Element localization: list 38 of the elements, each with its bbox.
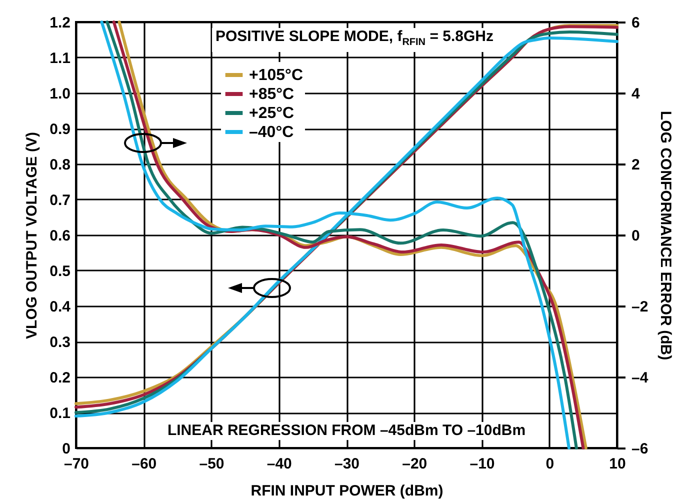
x-tick-label: –10 xyxy=(470,456,495,472)
y-tick-label: 0.5 xyxy=(50,263,70,280)
y2-tick-label: –2 xyxy=(632,298,648,316)
y-tick-label: 1.1 xyxy=(50,50,70,67)
x-tick-label: –50 xyxy=(199,456,224,472)
y-tick-label: 0.1 xyxy=(50,405,70,422)
text: POSITIVE SLOPE MODE, f$_{RFIN}$ = 5.8GHz xyxy=(212,28,498,52)
x-tick-label: 10 xyxy=(609,456,626,472)
legend-label: +105°C xyxy=(249,67,304,84)
y-tick-label: 0.7 xyxy=(50,192,70,209)
x-tick-label: –20 xyxy=(402,456,428,472)
legend-label: +25°C xyxy=(249,105,295,122)
y2-axis-title: LOG CONFORMANCE ERROR (dB) xyxy=(657,110,674,360)
annotation: LINEAR REGRESSION FROM –45dBm TO –10dBm xyxy=(163,422,530,440)
y-tick-label: 0 xyxy=(62,440,70,458)
y-axis-title: VLOG OUTPUT VOLTAGE (V) xyxy=(24,132,41,339)
y2-tick-label: 6 xyxy=(632,14,640,32)
y-tick-label: 0.4 xyxy=(50,298,72,316)
y2-tick-label: 0 xyxy=(632,228,640,244)
y-tick-label: 0.6 xyxy=(50,228,70,244)
y2-tick-label: –6 xyxy=(632,440,648,458)
y-tick-label: 0.9 xyxy=(50,121,70,138)
x-tick-label: –30 xyxy=(334,456,360,472)
x-tick-label: 0 xyxy=(546,456,554,472)
y2-tick-label: 4 xyxy=(632,86,640,102)
x-tick-label: –70 xyxy=(64,456,90,472)
x-tick-label: –40 xyxy=(266,456,292,472)
legend-label: +85°C xyxy=(249,86,295,103)
x-axis-title: RFIN INPUT POWER (dBm) xyxy=(250,482,444,500)
y2-tick-label: 2 xyxy=(632,156,640,174)
y-tick-label: 0.2 xyxy=(50,370,70,386)
y-tick-label: 1.2 xyxy=(50,14,70,32)
y-tick-label: 0.3 xyxy=(50,334,70,351)
legend-label: –40°C xyxy=(249,124,294,141)
y-tick-label: 1.0 xyxy=(50,86,70,102)
y2-tick-label: –4 xyxy=(632,370,649,386)
x-tick-label: –60 xyxy=(132,456,157,472)
y-tick-label: 0.8 xyxy=(50,156,70,174)
